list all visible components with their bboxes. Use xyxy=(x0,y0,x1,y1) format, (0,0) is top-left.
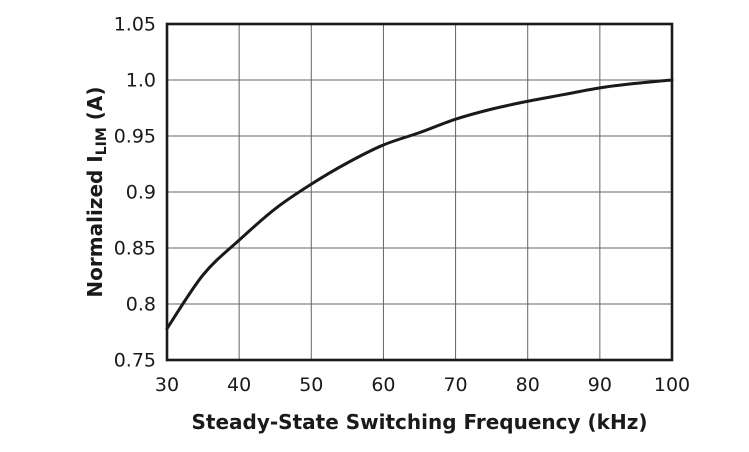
x-tick-label: 50 xyxy=(299,374,323,396)
y-tick-label: 0.75 xyxy=(114,350,156,372)
x-tick-label: 80 xyxy=(516,374,540,396)
y-tick-label: 1.05 xyxy=(114,14,156,36)
y-tick-label: 0.95 xyxy=(114,126,156,148)
x-tick-label: 70 xyxy=(443,374,467,396)
x-tick-label: 60 xyxy=(371,374,395,396)
x-tick-label: 30 xyxy=(155,374,179,396)
data-curve xyxy=(165,78,674,331)
x-tick-label: 100 xyxy=(654,374,690,396)
y-tick-label: 0.9 xyxy=(126,182,156,204)
plot-frame xyxy=(165,22,674,362)
y-axis-title: Normalized ILIM (A) xyxy=(83,86,110,298)
y-tick-label: 1.0 xyxy=(126,70,156,92)
x-tick-label: 40 xyxy=(227,374,251,396)
y-tick-label: 0.85 xyxy=(114,238,156,260)
y-axis-title-subscript: LIM xyxy=(94,127,110,156)
x-tick-label: 90 xyxy=(588,374,612,396)
y-tick-label: 0.8 xyxy=(126,294,156,316)
y-axis-title-main: Normalized I xyxy=(83,155,107,298)
x-axis-title: Steady-State Switching Frequency (kHz) xyxy=(191,410,648,434)
y-axis-title-unit: (A) xyxy=(83,86,107,128)
